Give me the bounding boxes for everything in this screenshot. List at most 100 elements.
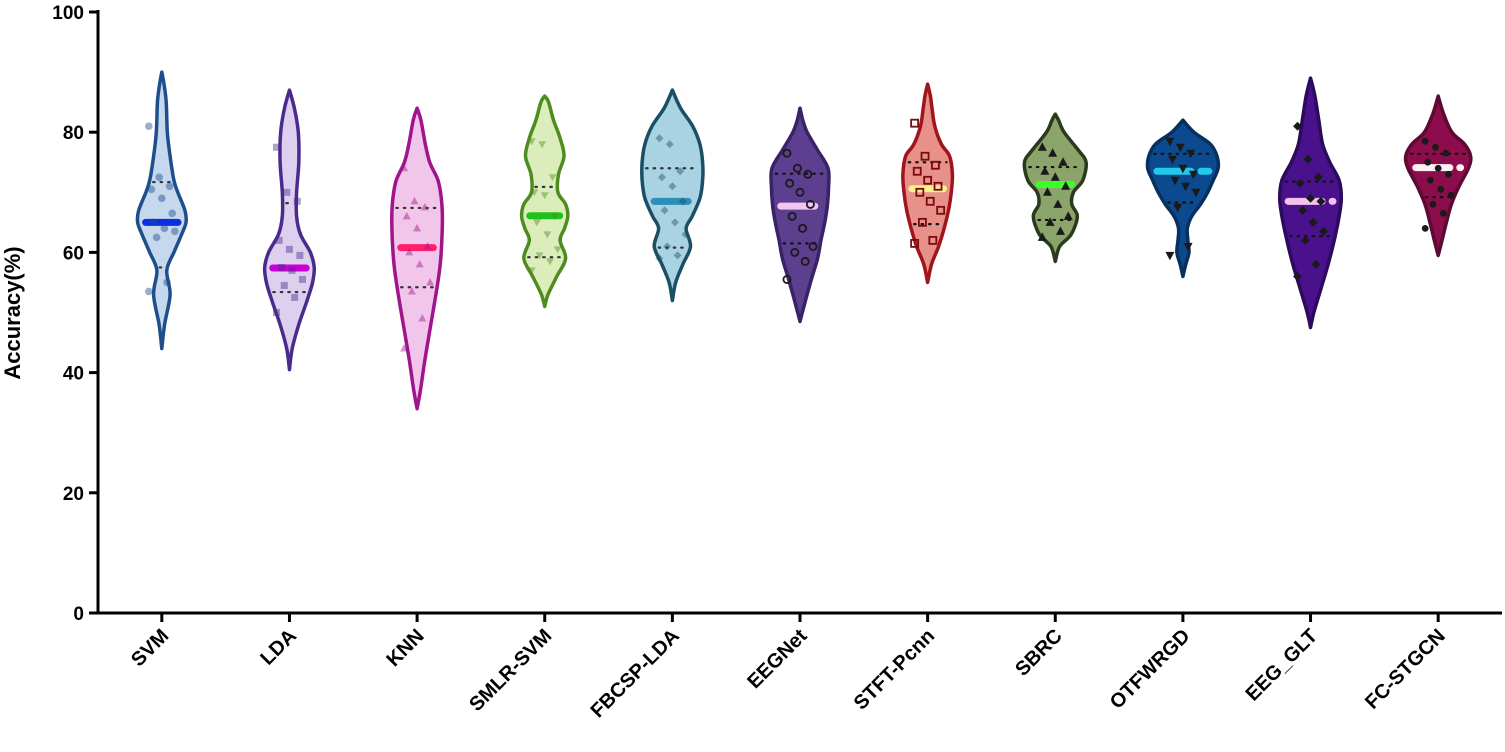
data-point — [1045, 217, 1055, 226]
violin-smlr-svm — [519, 94, 570, 309]
data-point — [1191, 188, 1201, 198]
data-point — [1303, 154, 1313, 164]
data-point — [1186, 149, 1196, 159]
data-point — [1188, 170, 1198, 180]
y-tick-label: 40 — [63, 364, 84, 385]
data-point — [678, 197, 687, 206]
violin-body — [1403, 94, 1473, 258]
data-point — [673, 251, 682, 260]
data-point — [655, 254, 664, 263]
data-point — [787, 211, 797, 221]
data-point — [931, 160, 940, 170]
data-point — [910, 238, 920, 248]
data-point — [1445, 170, 1452, 178]
data-point — [1432, 143, 1439, 151]
data-point — [1170, 176, 1180, 186]
x-tick-label: STFT-Pcnn — [850, 625, 939, 714]
violin-eeg-glt — [1277, 76, 1344, 330]
data-point — [405, 247, 414, 256]
data-point — [912, 166, 922, 176]
data-point — [291, 293, 299, 301]
data-point — [163, 278, 171, 287]
data-point — [1037, 142, 1047, 151]
x-tick-label: FBCSP-LDA — [587, 625, 684, 722]
data-point — [272, 143, 280, 151]
data-point — [285, 245, 293, 253]
x-tick-label: SVM — [127, 625, 173, 671]
data-point — [293, 197, 301, 205]
data-point — [1447, 191, 1455, 199]
x-tick-label: OTFWRGD — [1106, 625, 1195, 714]
y-tick-label: 100 — [52, 3, 84, 24]
data-point — [782, 148, 792, 158]
violin-otfwrgd — [1145, 118, 1221, 279]
data-point — [150, 218, 158, 227]
data-point — [283, 188, 291, 196]
y-tick-label: 80 — [63, 123, 84, 144]
data-point — [407, 286, 416, 295]
data-point — [548, 174, 557, 182]
data-point — [1439, 209, 1447, 217]
violin-fbcsp-lda — [640, 88, 705, 303]
data-point — [923, 175, 933, 185]
data-point — [402, 211, 411, 220]
violin-body — [262, 88, 317, 372]
y-tick-label: 60 — [63, 243, 84, 264]
data-point — [298, 275, 306, 283]
data-point — [1298, 205, 1308, 215]
data-point — [410, 196, 419, 205]
x-tick-label: LDA — [256, 625, 301, 670]
data-point — [1306, 193, 1316, 203]
data-point — [936, 205, 946, 215]
data-point — [655, 134, 664, 143]
violin-body — [135, 70, 189, 351]
data-point — [782, 274, 792, 284]
data-point — [418, 314, 427, 322]
data-point — [415, 259, 424, 268]
data-point — [1178, 164, 1188, 174]
data-point — [1300, 235, 1310, 245]
data-point — [530, 189, 539, 197]
data-point — [1424, 158, 1432, 166]
data-point — [915, 187, 925, 197]
data-point — [280, 281, 288, 289]
x-tick-label: SBRC — [1011, 625, 1067, 681]
axes-layer: 0 20 40 60 80 100 SVM LDA KNN SMLR-SVM FBCSP-LDA EE… — [52, 3, 1502, 722]
data-point — [426, 277, 435, 286]
data-point — [657, 173, 666, 182]
data-point — [795, 187, 805, 197]
data-point — [910, 118, 920, 128]
data-point — [538, 141, 547, 149]
data-point — [1308, 217, 1318, 227]
data-point — [1319, 226, 1329, 236]
x-tick-label: EEGNet — [743, 625, 811, 693]
data-point — [1183, 242, 1193, 252]
data-point — [1040, 166, 1050, 175]
data-point — [1437, 185, 1445, 193]
data-point — [155, 173, 164, 182]
data-point — [676, 167, 685, 176]
violin-body — [390, 106, 445, 411]
data-point — [918, 217, 927, 227]
x-tick-label: SMLR-SVM — [465, 625, 556, 716]
data-point — [423, 241, 432, 250]
data-point — [1313, 172, 1323, 182]
x-tick-label: KNN — [382, 625, 428, 671]
violin-knn — [390, 106, 445, 411]
violin-body — [1145, 118, 1221, 279]
data-point — [527, 138, 536, 146]
data-point — [1165, 251, 1175, 261]
violin-fc-stgcn — [1403, 94, 1473, 258]
data-point — [160, 224, 169, 233]
data-point — [158, 194, 166, 203]
data-point — [1037, 232, 1047, 241]
data-point — [1421, 137, 1429, 145]
data-point — [278, 263, 286, 271]
data-point — [1175, 143, 1185, 153]
data-point — [400, 163, 409, 172]
violin-body — [519, 94, 570, 309]
violin-eegnet — [769, 106, 831, 324]
data-point — [553, 246, 562, 254]
data-point — [527, 267, 536, 275]
